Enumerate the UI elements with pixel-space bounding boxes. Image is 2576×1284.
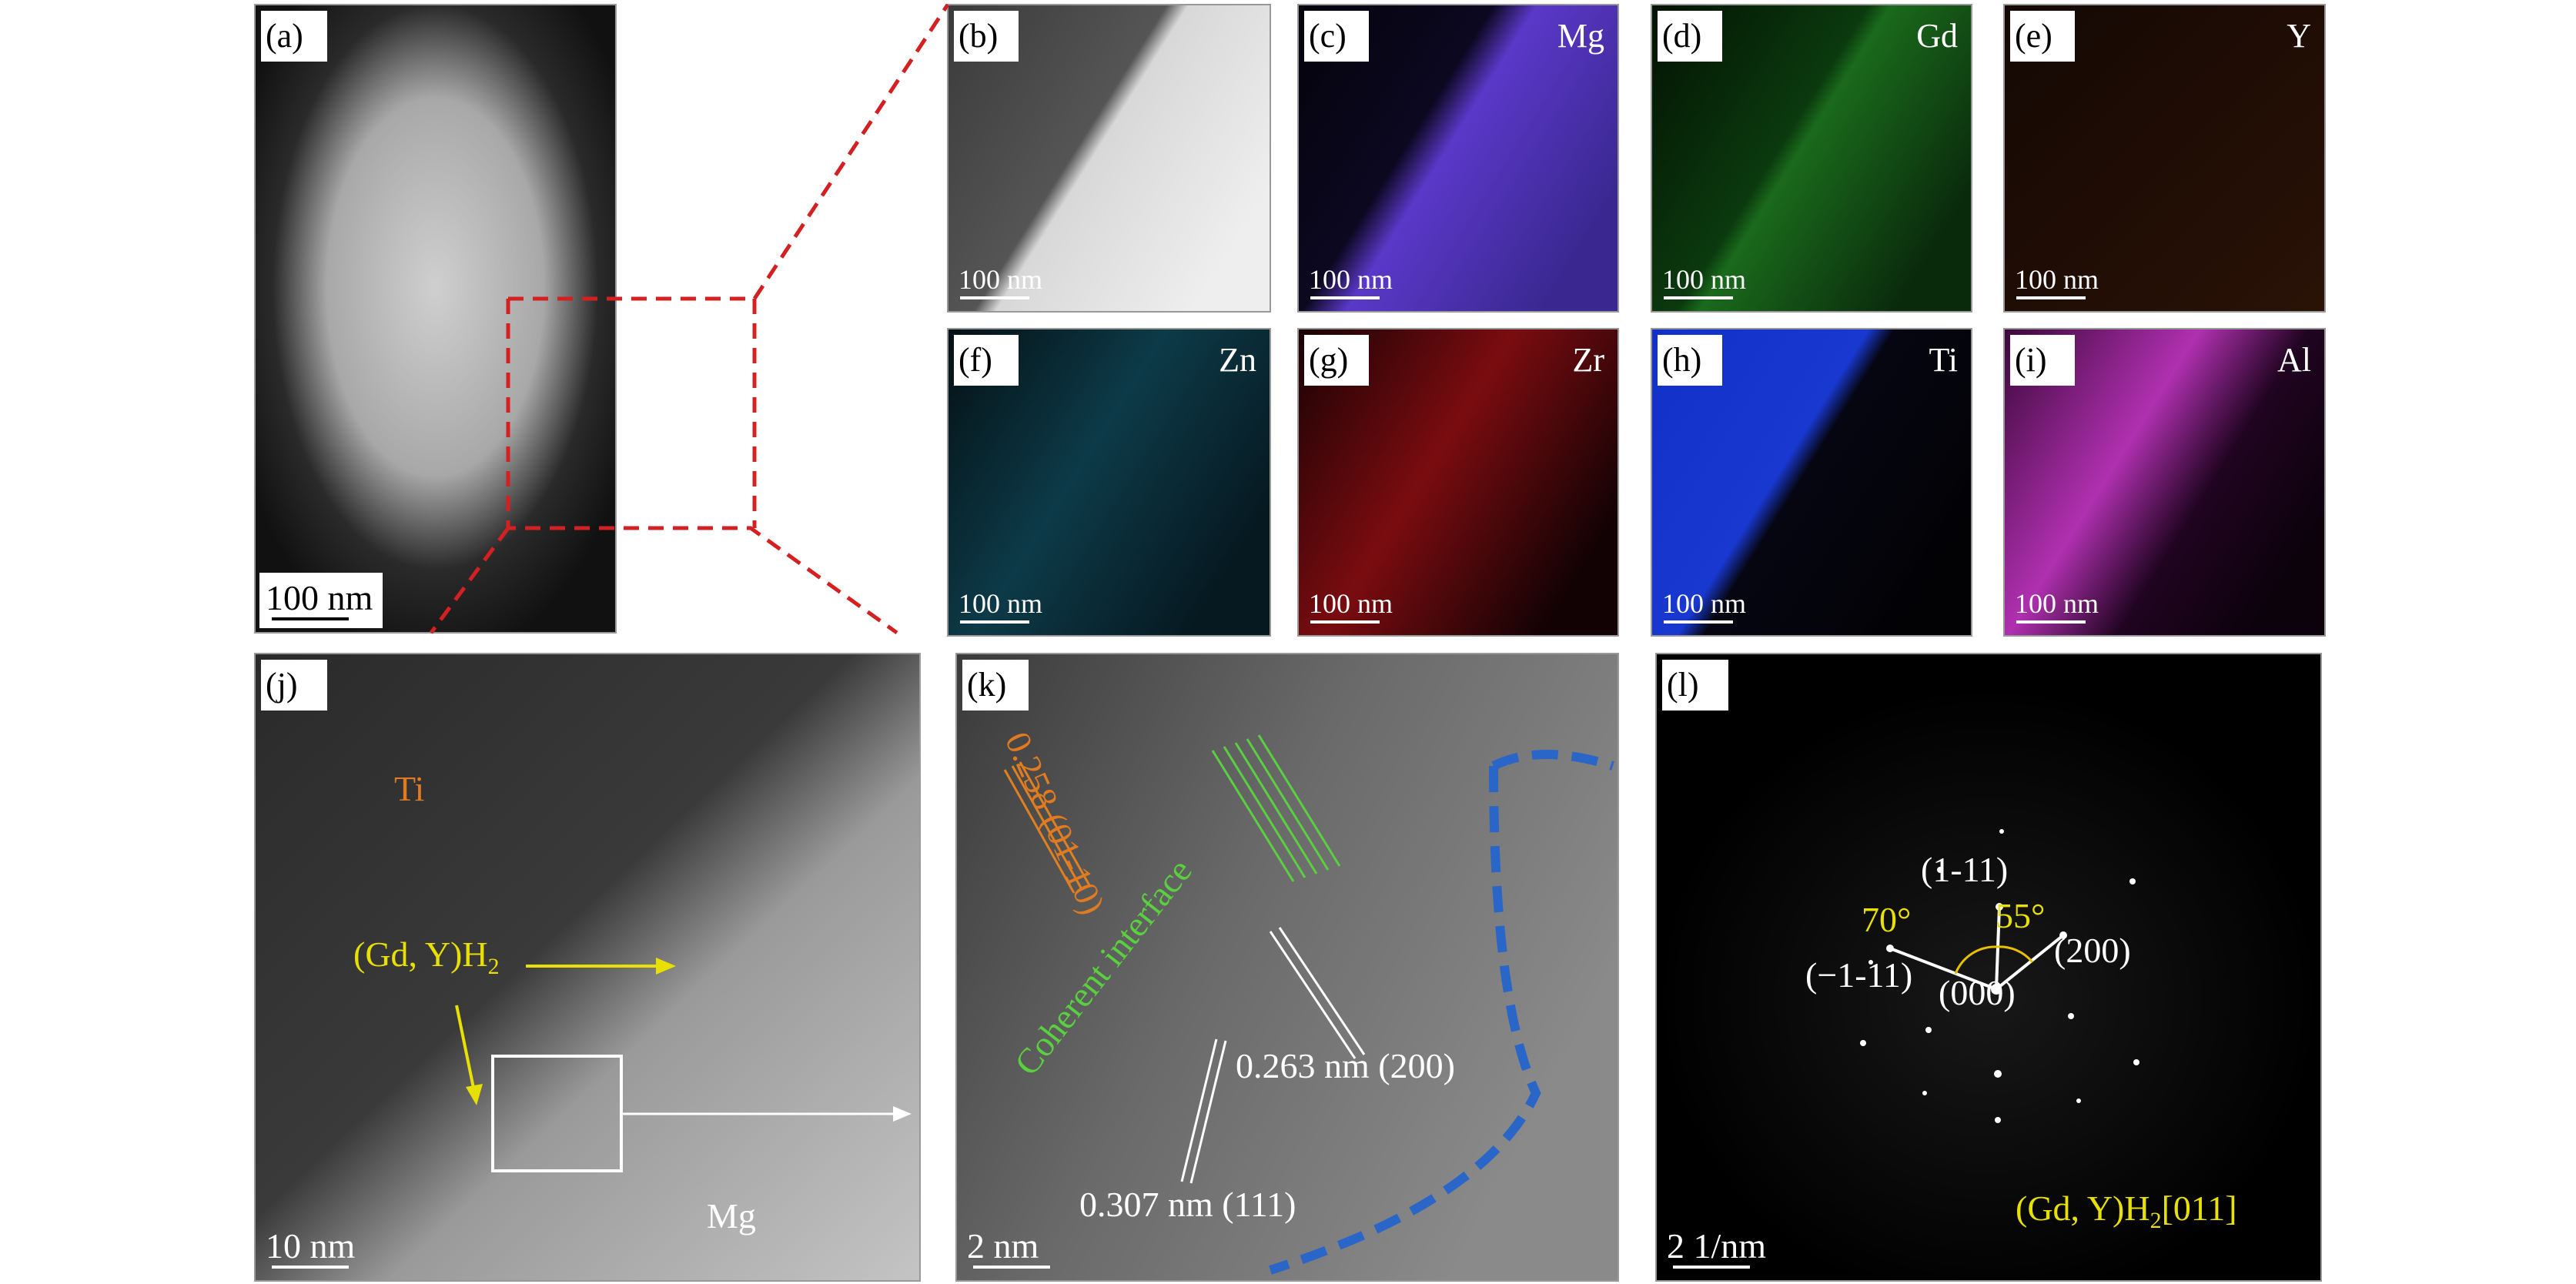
element-label: Gd xyxy=(1916,17,1958,55)
micrograph xyxy=(254,4,617,634)
annotation: Mg xyxy=(707,1196,756,1236)
phase-part: 2 xyxy=(488,954,500,979)
element-label: Zr xyxy=(1572,341,1604,379)
panels xyxy=(254,4,2326,1282)
scale-bar-label: 100 nm xyxy=(1309,264,1393,295)
panel-label: (e) xyxy=(2015,17,2052,55)
panel-label: (c) xyxy=(1309,17,1347,55)
scale-bar-label: 10 nm xyxy=(266,1226,356,1266)
scale-bar-label: 100 nm xyxy=(1309,588,1393,619)
phase-part: 2 xyxy=(2150,1208,2162,1233)
annotation: 0.263 nm (200) xyxy=(1236,1046,1455,1085)
label-box xyxy=(954,335,1019,386)
micrograph xyxy=(1655,653,2322,1282)
scale-bar-label: 2 nm xyxy=(967,1226,1039,1266)
scale-bar-label: 100 nm xyxy=(958,264,1042,295)
overlay-a xyxy=(429,3,950,635)
annotation: (000) xyxy=(1939,973,2016,1012)
panel-label: (g) xyxy=(1309,341,1348,379)
overlay-l xyxy=(1860,829,2139,1123)
label-box xyxy=(261,660,327,711)
overlay-j xyxy=(455,958,912,1172)
annotation: 70° xyxy=(1862,900,1911,939)
scale-bar-label: 100 nm xyxy=(2015,264,2099,295)
label-box xyxy=(954,11,1019,62)
annotation: 55° xyxy=(1996,896,2045,935)
scale-bar-label: 100 nm xyxy=(2015,588,2099,619)
element-label: Y xyxy=(2287,17,2311,55)
label-box xyxy=(1304,11,1369,62)
label-box xyxy=(962,660,1029,711)
scale-bar-label: 2 1/nm xyxy=(1667,1226,1766,1266)
label-box xyxy=(2010,11,2075,62)
phase-part: (Gd, Y)H xyxy=(2016,1189,2150,1228)
annotation: (−1-11) xyxy=(1805,955,1912,995)
annotation: 0.307 nm (111) xyxy=(1079,1185,1296,1224)
label-box xyxy=(1662,660,1728,711)
element-label: Zn xyxy=(1219,341,1256,379)
phase-label: (Gd, Y)H2[011] xyxy=(2016,1189,2237,1233)
annotation: (200) xyxy=(2054,931,2131,970)
panel-label: (k) xyxy=(967,666,1006,704)
element-label: Mg xyxy=(1557,17,1604,55)
panel-label: (i) xyxy=(2015,341,2047,379)
label-box xyxy=(1304,335,1369,386)
label-box xyxy=(1658,335,1722,386)
scale-bar-label: 100 nm xyxy=(958,588,1042,619)
annotation: Ti xyxy=(394,769,424,808)
element-label: Al xyxy=(2277,341,2311,379)
element-label: Ti xyxy=(1929,341,1958,379)
label-box xyxy=(2010,335,2075,386)
annotation: (1-11) xyxy=(1921,850,2008,889)
panel-label: (h) xyxy=(1662,341,1701,379)
phase-part: (Gd, Y)H xyxy=(353,935,488,974)
scale-bar-label: 100 nm xyxy=(1662,264,1746,295)
panel-label: (f) xyxy=(958,341,992,379)
label-box xyxy=(261,11,327,62)
panel-label: (b) xyxy=(958,17,998,55)
phase-label: (Gd, Y)H2 xyxy=(353,935,500,979)
phase-part: [011] xyxy=(2162,1189,2237,1228)
panel-label: (a) xyxy=(266,17,303,55)
label-box xyxy=(1658,11,1722,62)
scale-bar-label: 100 nm xyxy=(1662,588,1746,619)
scale-bar-label: 100 nm xyxy=(266,578,373,617)
overlay-k xyxy=(1003,734,1614,1275)
panel-label: (j) xyxy=(266,666,298,704)
panel-label: (d) xyxy=(1662,17,1701,55)
panel-label: (l) xyxy=(1667,666,1699,704)
